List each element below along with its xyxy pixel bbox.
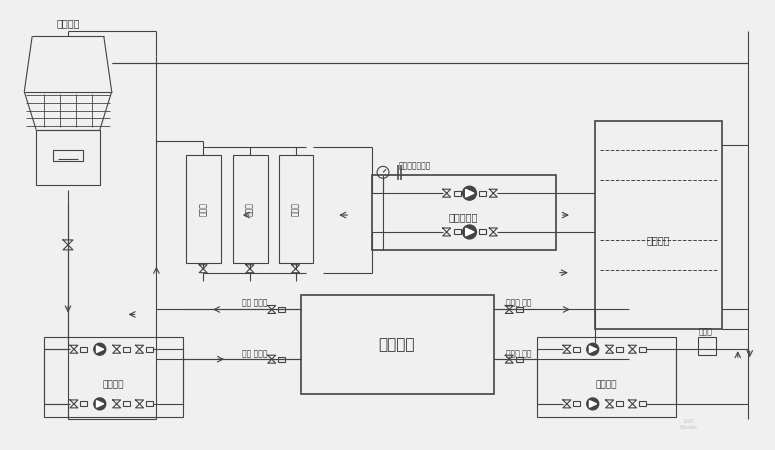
Polygon shape (590, 400, 597, 407)
Bar (454, 230, 461, 234)
Polygon shape (97, 346, 104, 352)
Text: 生产线: 生产线 (246, 202, 254, 216)
Bar (53, 149, 83, 162)
Text: 生产线: 生产线 (291, 202, 300, 216)
Bar (515, 307, 522, 312)
Bar (278, 307, 285, 312)
Polygon shape (466, 189, 474, 197)
Bar (479, 230, 486, 234)
Text: 冷冻水筒: 冷冻水筒 (596, 381, 618, 390)
Text: 生产线: 生产线 (198, 202, 208, 216)
Text: 冷冻水筒: 冷冻水筒 (646, 235, 670, 245)
Bar (146, 401, 153, 406)
Polygon shape (466, 228, 474, 236)
Bar (44, 338, 183, 417)
Bar (233, 155, 267, 263)
Text: 阀阀 软接头: 阀阀 软接头 (243, 350, 267, 359)
Bar (81, 347, 88, 352)
Bar (186, 155, 221, 263)
Bar (616, 401, 623, 406)
Bar (81, 401, 88, 406)
Bar (123, 347, 130, 352)
Circle shape (587, 398, 599, 410)
Polygon shape (97, 400, 104, 407)
Bar (278, 357, 285, 362)
Bar (454, 191, 461, 196)
Bar (574, 347, 580, 352)
Bar (698, 338, 716, 355)
Circle shape (94, 343, 105, 355)
Text: 100
Baidu: 100 Baidu (679, 419, 697, 430)
Bar (36, 130, 100, 185)
Bar (574, 401, 580, 406)
Circle shape (463, 186, 477, 200)
Circle shape (463, 225, 477, 239)
Polygon shape (590, 346, 597, 352)
Text: 软接头 阀阀: 软接头 阀阀 (506, 350, 532, 359)
Bar (537, 338, 677, 417)
Circle shape (587, 343, 599, 355)
Text: 冷却水塔: 冷却水塔 (57, 18, 80, 28)
Text: 阀阀 软接头: 阀阀 软接头 (243, 298, 267, 307)
Bar (279, 155, 313, 263)
Bar (123, 401, 130, 406)
Bar (146, 347, 153, 352)
Text: 冷却水泵: 冷却水泵 (103, 381, 125, 390)
Bar (639, 401, 646, 406)
Bar (301, 295, 494, 394)
Bar (639, 347, 646, 352)
Bar (515, 357, 522, 362)
Text: 冷冻机组: 冷冻机组 (379, 337, 415, 352)
Text: 过滤器: 过滤器 (699, 328, 713, 337)
Text: 压力输水泵: 压力输水泵 (449, 212, 478, 222)
Bar (616, 347, 623, 352)
Text: 软接头 阀阀: 软接头 阀阀 (506, 298, 532, 307)
Bar (372, 176, 556, 250)
Bar (479, 191, 486, 196)
Text: 压力表、温度计: 压力表、温度计 (398, 161, 431, 170)
Bar (594, 121, 722, 329)
Circle shape (94, 398, 105, 410)
